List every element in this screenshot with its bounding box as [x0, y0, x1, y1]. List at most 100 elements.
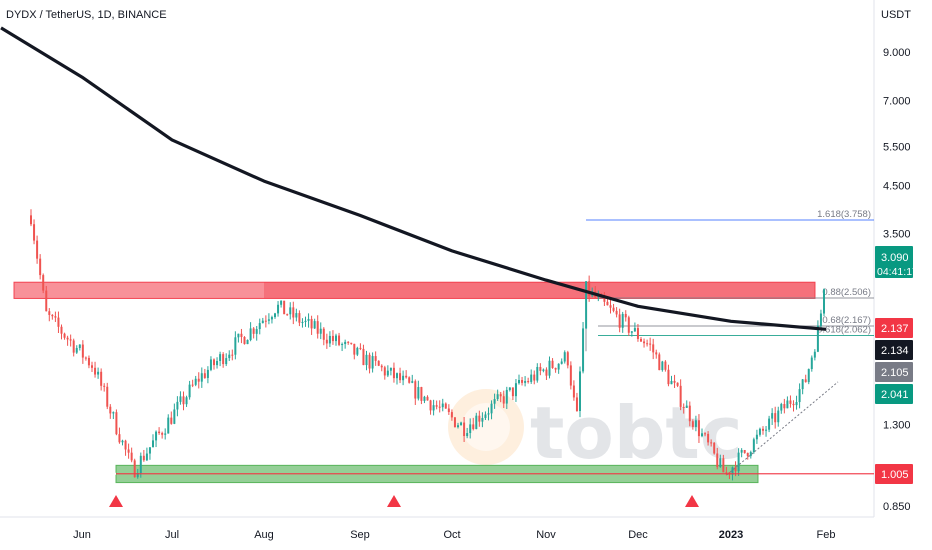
candle-body	[508, 387, 511, 390]
candle-body	[194, 378, 197, 385]
candle-body	[322, 328, 325, 340]
candle-body	[94, 367, 97, 375]
candle-body	[51, 314, 54, 317]
candle-body	[66, 337, 69, 340]
cycle-low-marker-3	[685, 495, 699, 507]
candle-body	[328, 335, 331, 344]
support-level-value: 1.005	[881, 469, 909, 481]
candle-body	[277, 304, 280, 314]
candle-body	[72, 340, 75, 353]
candle-body	[396, 373, 398, 379]
candle-body	[438, 406, 441, 408]
symbol-title: DYDX / TetherUS, 1D, BINANCE	[6, 9, 167, 21]
candle-body	[694, 420, 697, 427]
candle-body	[380, 365, 383, 368]
candle-body	[652, 344, 655, 353]
candle-body	[356, 347, 359, 355]
candle-body	[121, 440, 124, 443]
candle-body	[670, 380, 673, 385]
candle-body	[502, 396, 505, 404]
candle-body	[42, 275, 45, 291]
candle-body	[496, 394, 499, 400]
candle-body	[295, 313, 298, 318]
fib-label-1: 0.88(2.506)	[822, 287, 871, 298]
candle-body	[795, 402, 798, 406]
candle-body	[100, 371, 103, 386]
time-tick-label: Aug	[254, 529, 274, 541]
price-tick-label: 1.300	[883, 419, 911, 431]
candle-body	[408, 377, 411, 383]
candle-body	[514, 383, 517, 397]
candle-body	[386, 370, 389, 376]
candle-body	[627, 317, 630, 333]
candle-body	[292, 307, 295, 318]
candle-body	[109, 406, 112, 414]
candle-body	[374, 356, 377, 361]
candle-body	[704, 433, 707, 435]
candle-body	[30, 215, 32, 225]
candle-body	[316, 321, 319, 334]
candle-body	[624, 313, 627, 318]
candle-body	[103, 385, 106, 387]
candle-body	[87, 357, 90, 366]
candle-body	[572, 385, 575, 398]
candle-body	[536, 366, 539, 381]
candle-body	[588, 281, 591, 296]
ma-level-tag	[875, 318, 913, 338]
candle-body	[707, 433, 710, 443]
candle-body	[749, 452, 752, 457]
candle-body	[283, 300, 286, 315]
candle-body	[713, 442, 716, 454]
fib-label-2: 0.68(2.167)	[822, 315, 871, 326]
candle-body	[743, 449, 746, 453]
candle-body	[264, 320, 267, 322]
candle-body	[197, 378, 200, 382]
candle-body	[575, 397, 578, 412]
candle-body	[539, 366, 542, 371]
candle-body	[463, 422, 466, 437]
candle-body	[807, 369, 810, 383]
candle-body	[621, 313, 624, 328]
support-level-tag	[875, 464, 913, 484]
candle-body	[261, 320, 264, 324]
candle-body	[487, 413, 490, 415]
candle-body	[429, 400, 432, 411]
candle-body	[630, 331, 633, 333]
candle-body	[399, 373, 402, 381]
candle-body	[777, 410, 780, 423]
candle-body	[819, 313, 822, 326]
candle-body	[84, 357, 87, 359]
candle-body	[731, 467, 734, 475]
candle-body	[54, 316, 57, 318]
level-2134-tag	[875, 340, 913, 360]
candle-body	[566, 352, 569, 366]
candle-body	[33, 224, 36, 241]
candle-body	[341, 344, 344, 346]
candle-body	[511, 387, 514, 397]
candle-body	[557, 363, 560, 370]
candle-body	[115, 412, 118, 435]
resistance-zone-overlap	[264, 282, 815, 299]
time-tick-label: Nov	[536, 529, 556, 541]
candle-body	[551, 360, 554, 368]
candle-body	[435, 405, 438, 407]
candle-body	[521, 380, 524, 383]
candle-body	[667, 369, 670, 385]
candle-body	[792, 403, 795, 406]
time-tick-label: Jul	[165, 529, 179, 541]
candle-body	[734, 467, 737, 472]
candle-body	[368, 354, 371, 369]
candle-body	[353, 343, 356, 355]
candle-body	[585, 281, 588, 329]
level-2134-value: 2.134	[881, 345, 909, 357]
candle-body	[813, 351, 816, 358]
candle-body	[423, 396, 426, 401]
candle-body	[240, 333, 243, 337]
candle-body	[563, 352, 566, 362]
candle-body	[209, 359, 212, 370]
ma-level-value: 2.137	[881, 323, 909, 335]
candle-body	[191, 384, 194, 386]
candle-body	[60, 326, 63, 334]
